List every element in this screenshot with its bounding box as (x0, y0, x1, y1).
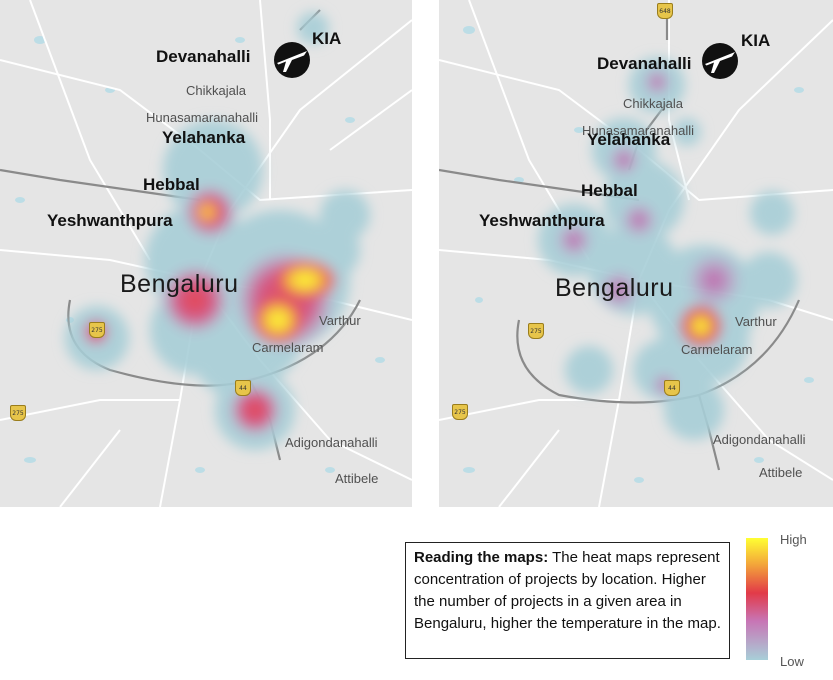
label-hebbal: Hebbal (581, 181, 638, 200)
label-varthur: Varthur (319, 313, 361, 328)
highway-shield-icon: 44 (235, 380, 251, 396)
heatmap-left[interactable]: KIA Devanahalli Chikkajala Hunasamaranah… (0, 0, 412, 507)
label-bengaluru: Bengaluru (555, 274, 674, 302)
label-hunasamaranahalli: Hunasamaranahalli (582, 123, 695, 138)
highway-shield-icon: 275 (10, 405, 26, 421)
label-adigondanahalli: Adigondanahalli (713, 432, 806, 447)
airport-icon (274, 42, 310, 78)
map-right-canvas (439, 0, 833, 507)
label-kia: KIA (741, 31, 771, 50)
label-yelahanka: Yelahanka (587, 130, 671, 149)
label-yelahanka: Yelahanka (162, 128, 246, 147)
label-adigondanahalli: Adigondanahalli (285, 435, 378, 450)
label-devanahalli: Devanahalli (597, 54, 692, 73)
highway-shield-icon: 44 (664, 380, 680, 396)
label-yeshwanthpura: Yeshwanthpura (47, 211, 173, 230)
label-varthur: Varthur (735, 314, 777, 329)
label-attibele: Attibele (759, 465, 803, 480)
legend-description: Reading the maps: The heat maps represen… (405, 542, 730, 659)
label-yeshwanthpura: Yeshwanthpura (479, 211, 605, 230)
highway-shield-icon: 275 (452, 404, 468, 420)
lakes (463, 26, 814, 483)
label-kia: KIA (312, 29, 342, 48)
label-chikkajala: Chikkajala (186, 83, 246, 98)
highway-shield-icon: 648 (657, 3, 673, 19)
label-devanahalli: Devanahalli (156, 47, 251, 66)
label-chikkajala: Chikkajala (623, 96, 683, 111)
highway-shield-icon: 275 (89, 322, 105, 338)
map-left-canvas (0, 0, 412, 507)
heat-right (538, 57, 797, 440)
label-carmelaram: Carmelaram (252, 340, 324, 355)
legend-high-label: High (780, 532, 807, 547)
label-carmelaram: Carmelaram (681, 342, 753, 357)
legend-color-scale (746, 538, 768, 660)
label-hunasamaranahalli: Hunasamaranahalli (146, 110, 259, 125)
highway-shield-icon: 275 (528, 323, 544, 339)
label-bengaluru: Bengaluru (120, 270, 239, 298)
label-attibele: Attibele (335, 471, 379, 486)
label-hebbal: Hebbal (143, 175, 200, 194)
heat-left (65, 12, 370, 450)
legend-low-label: Low (780, 654, 804, 669)
heatmap-right[interactable]: KIA Devanahalli Chikkajala Hunasamaranah… (439, 0, 833, 507)
legend-title: Reading the maps: (414, 549, 549, 566)
airport-icon (702, 43, 738, 79)
legend-text: The heat maps represent concentration of… (414, 549, 721, 632)
lakes (15, 36, 385, 473)
